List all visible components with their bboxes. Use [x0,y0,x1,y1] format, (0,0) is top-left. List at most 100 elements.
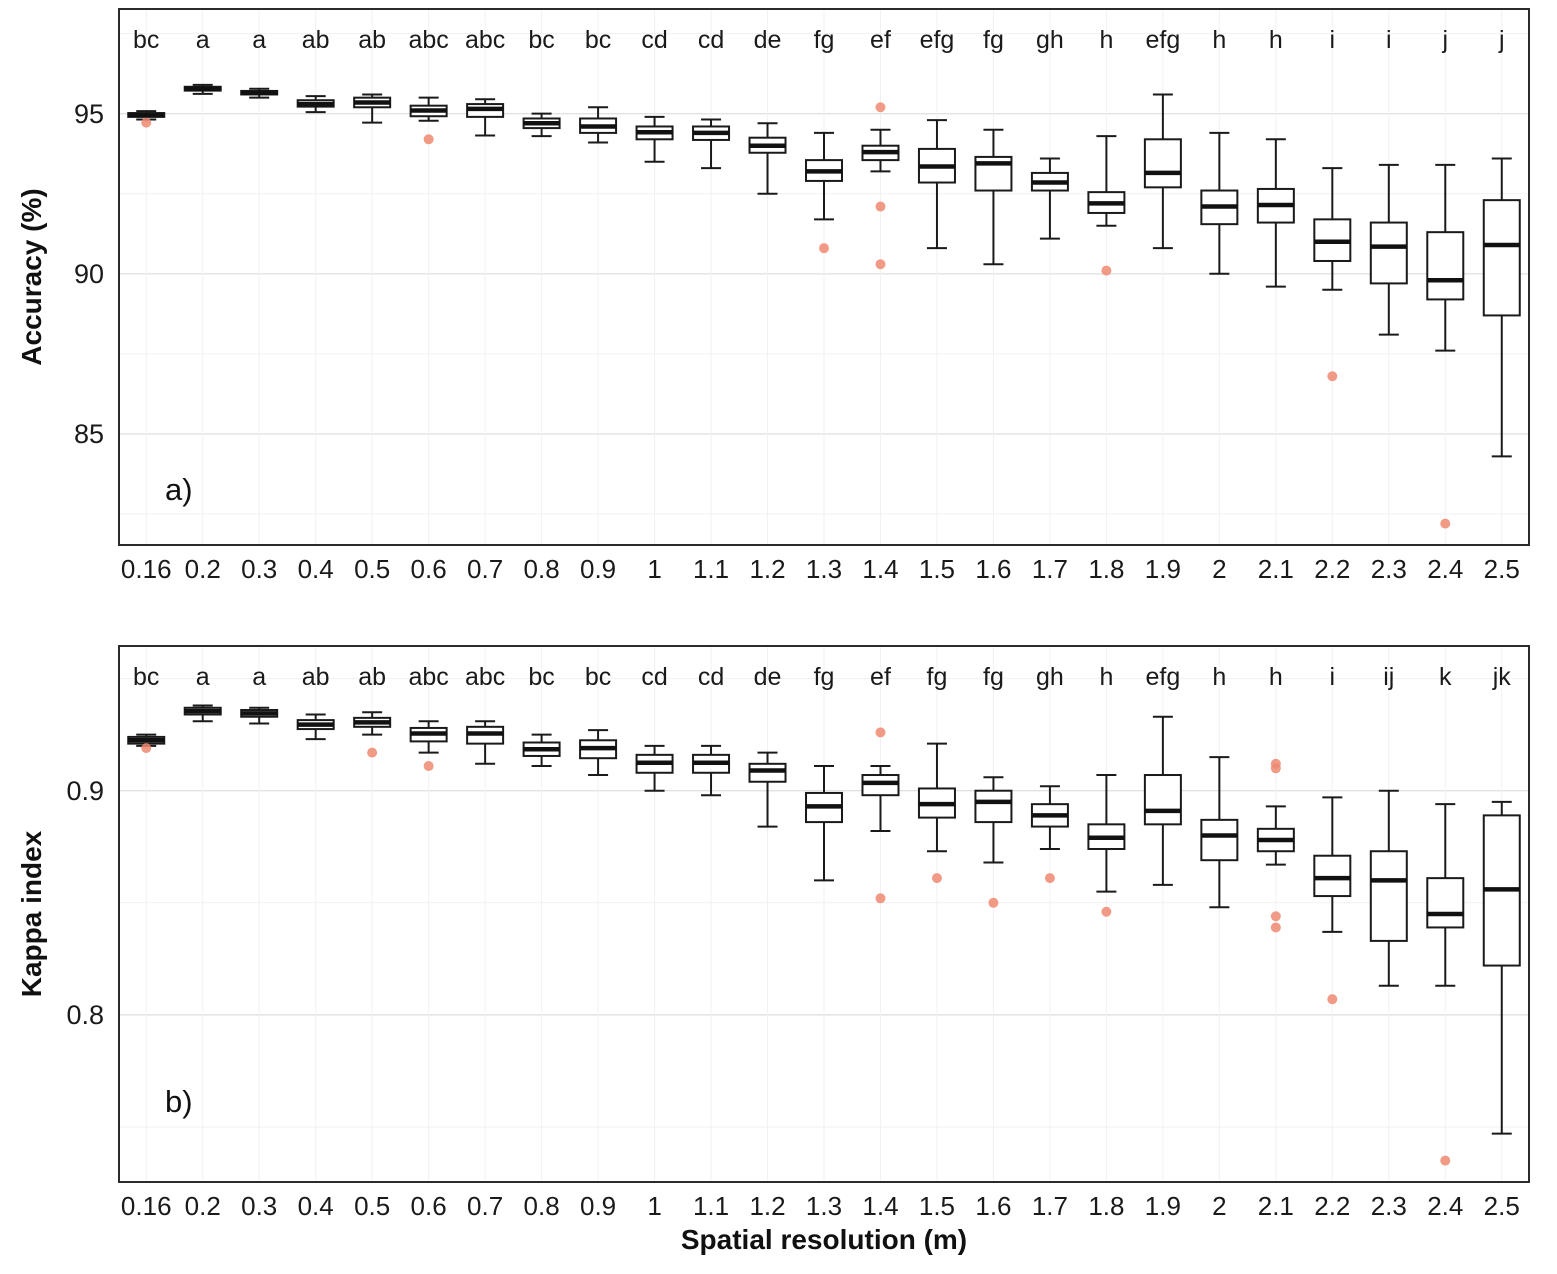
sig-letter: abc [408,26,448,54]
x-tick-label: 0.3 [241,1191,278,1221]
sig-letter: ab [302,663,330,691]
boxplot-box [1369,221,1408,285]
outlier-point [367,747,378,758]
panel-a-plot: bc a a ab ab abc abc bc bc cd cd de fg ef efg fg gh h efg h… [118,8,1530,546]
x-tick-label: 1.9 [1144,1191,1181,1221]
sig-letter: bc [528,663,554,691]
boxplot-box [1143,138,1182,189]
x-tick-label: 1.1 [692,554,730,584]
sig-letter: bc [133,663,159,691]
x-tick-label: 0.8 [523,1191,560,1221]
x-tick-label: 1.5 [918,1191,956,1221]
sig-letter: de [754,663,782,691]
outlier-point [875,259,886,270]
sig-letter: fg [927,663,948,691]
x-tick-label: 0.5 [354,554,391,584]
x-tick-label: 2.2 [1314,1191,1351,1221]
sig-letter: abc [465,26,505,54]
x-tick-label: 2.2 [1314,554,1351,584]
sig-letter: bc [585,26,611,54]
sig-letter: h [1269,663,1283,691]
outlier-point [1101,906,1112,917]
y-axis-title-kappa: Kappa index [16,830,47,998]
x-tick-label: 2.5 [1483,554,1520,584]
y-tick-label: 0.8 [66,999,104,1030]
x-tick-label: 1.8 [1088,554,1125,584]
sig-letter: fg [814,663,835,691]
sig-letter: a [252,663,266,691]
x-tick-label: 0.7 [467,1191,504,1221]
sig-letter: ef [870,26,891,54]
x-tick-label: 0.4 [297,554,334,584]
boxplot-box [1143,774,1182,826]
y-tick-label: 90 [73,258,104,289]
boxplot-box [1200,818,1239,862]
x-tick-label: 0.16 [120,1191,172,1221]
sig-letter: ab [358,26,386,54]
x-tick-label: 0.2 [184,1191,221,1221]
x-tick-label: 2.1 [1257,1191,1294,1221]
outlier-point [875,102,886,113]
sig-letter: a [196,663,210,691]
sig-letter: efg [920,26,955,54]
outlier-point [1101,265,1112,276]
y-tick-label: 85 [73,418,104,449]
sig-letter: fg [983,26,1004,54]
outlier-point [423,761,434,772]
boxplot-box [1426,877,1465,929]
x-tick-label: 0.6 [410,554,447,584]
x-tick-label: 1.2 [749,1191,786,1221]
sig-letter: h [1099,663,1113,691]
x-tick-label: 2.4 [1427,554,1464,584]
sig-letter: ab [358,663,386,691]
sig-letter: jk [1492,663,1512,691]
sig-letter: cd [698,663,724,691]
sig-letter: ij [1383,663,1394,691]
sig-letter: gh [1036,26,1064,54]
sig-letter: k [1439,663,1452,691]
boxplot-box [974,789,1013,824]
x-tick-label: 1.4 [862,554,899,584]
x-tick-label: 2.1 [1257,554,1294,584]
sig-letter: h [1212,663,1226,691]
panel-border [118,8,1530,546]
sig-letter: bc [585,663,611,691]
outlier-point [875,727,886,738]
sig-letter: cd [641,663,667,691]
x-tick-label: 2.5 [1483,1191,1520,1221]
outlier-point [423,134,434,145]
panel-b-plot: bc a a ab ab abc abc bc bc cd cd de fg ef fg fg gh h efg h h… [118,645,1530,1183]
panel-label-a: a) [165,472,193,507]
panel-label-b: b) [165,1084,193,1119]
x-tick-label: 0.9 [580,1191,617,1221]
outlier-point [988,897,999,908]
outlier-point [1327,371,1338,382]
outlier-point [141,743,152,754]
sig-letter: a [252,26,266,54]
outlier-point [1440,518,1451,529]
sig-letter: abc [465,663,505,691]
sig-letter: j [1498,26,1505,54]
x-tick-label: 1.7 [1031,554,1068,584]
sig-letter: h [1212,26,1226,54]
x-tick-label: 0.16 [120,554,172,584]
sig-letter: h [1099,26,1113,54]
x-tick-label: 1.2 [749,554,786,584]
sig-letter: fg [814,26,835,54]
x-tick-label: 1 [647,554,662,584]
x-tick-label: 1.8 [1088,1191,1125,1221]
x-tick-label: 0.8 [523,554,560,584]
sig-letter: ab [302,26,330,54]
outlier-point [1270,911,1281,922]
boxplot-box [1426,231,1465,301]
x-tick-label: 1.6 [975,1191,1012,1221]
outlier-point [141,117,152,128]
x-tick-label: 2.3 [1370,1191,1407,1221]
x-tick-label: 0.2 [184,554,221,584]
x-tick-label: 1.9 [1144,554,1181,584]
sig-letter: efg [1145,26,1180,54]
outlier-point [875,893,886,904]
x-tick-label: 1.4 [862,1191,899,1221]
x-tick-label: 1.3 [805,554,843,584]
